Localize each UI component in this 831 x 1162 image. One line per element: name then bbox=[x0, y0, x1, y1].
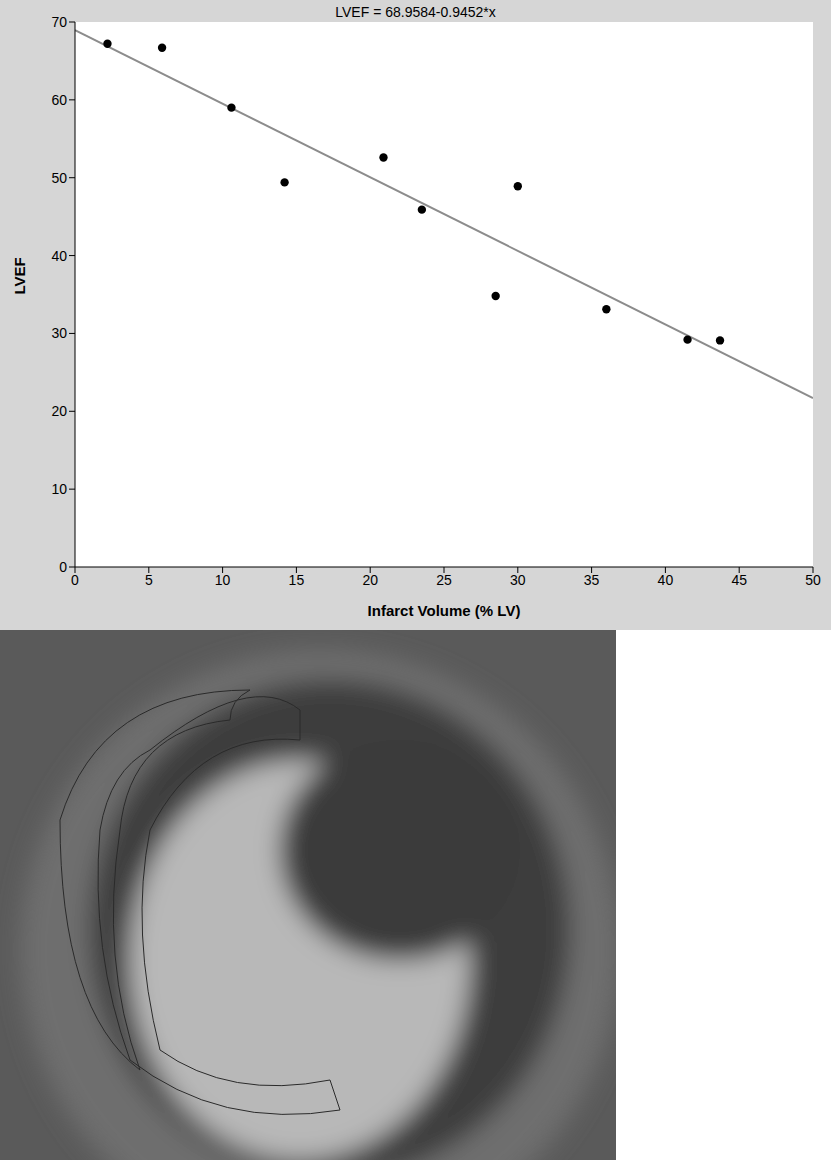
svg-text:20: 20 bbox=[51, 403, 67, 419]
svg-text:15: 15 bbox=[289, 572, 305, 588]
svg-text:10: 10 bbox=[215, 572, 231, 588]
svg-text:20: 20 bbox=[362, 572, 378, 588]
html-text:LVEF = 68.9584-0.9452*x: LVEF = 68.9584-0.9452*x bbox=[335, 4, 496, 20]
svg-text:30: 30 bbox=[51, 325, 67, 341]
svg-text:25: 25 bbox=[436, 572, 452, 588]
svg-text:35: 35 bbox=[584, 572, 600, 588]
svg-text:45: 45 bbox=[731, 572, 747, 588]
svg-text:30: 30 bbox=[510, 572, 526, 588]
svg-text:0: 0 bbox=[59, 559, 67, 575]
svg-text:0: 0 bbox=[71, 572, 79, 588]
svg-text:50: 50 bbox=[805, 572, 821, 588]
svg-text:50: 50 bbox=[51, 170, 67, 186]
svg-text:70: 70 bbox=[51, 14, 67, 30]
svg-text:40: 40 bbox=[51, 248, 67, 264]
svg-text:10: 10 bbox=[51, 481, 67, 497]
svg-text:40: 40 bbox=[658, 572, 674, 588]
svg-text:5: 5 bbox=[145, 572, 153, 588]
svg-text:Infarct Volume (% LV): Infarct Volume (% LV) bbox=[368, 602, 521, 619]
svg-text:LVEF: LVEF bbox=[11, 257, 28, 294]
svg-text:60: 60 bbox=[51, 92, 67, 108]
